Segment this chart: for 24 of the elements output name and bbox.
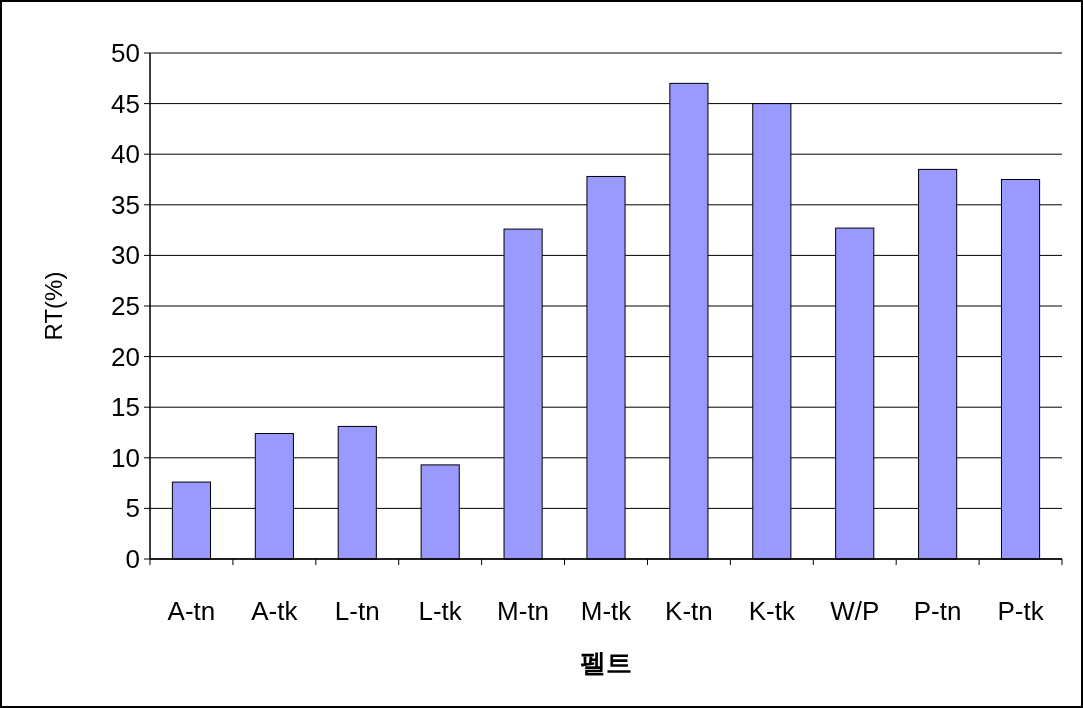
y-tick-label: 30	[111, 240, 140, 271]
x-tick-label: M-tk	[580, 596, 633, 626]
y-tick-label: 50	[111, 38, 140, 68]
x-tick-label: K-tk	[748, 596, 796, 626]
x-axis-title: 펠트	[580, 648, 632, 678]
x-tick-label: P-tk	[997, 596, 1045, 626]
y-tick-label: 5	[125, 493, 140, 524]
y-tick-label: 35	[111, 189, 140, 220]
y-tick-label: 0	[125, 544, 140, 574]
x-tick-label: L-tk	[418, 596, 463, 626]
y-tick-label: 40	[111, 139, 140, 170]
y-tick-label: 20	[111, 341, 140, 372]
x-tick-label: K-tn	[665, 596, 713, 626]
y-tick-label: 10	[111, 442, 140, 473]
y-tick-label: 15	[111, 392, 140, 423]
x-tick-label: L-tn	[334, 596, 380, 626]
y-tick-label: 45	[111, 88, 140, 119]
y-tick-label: 25	[111, 291, 140, 321]
x-tick-label: M-tn	[497, 596, 550, 626]
x-tick-label: A-tk	[251, 596, 299, 626]
x-tick-label: A-tn	[167, 596, 216, 626]
x-tick-label: P-tn	[913, 596, 962, 626]
y-axis-title: RT(%)	[40, 271, 67, 341]
x-tick-label: W/P	[830, 596, 880, 626]
